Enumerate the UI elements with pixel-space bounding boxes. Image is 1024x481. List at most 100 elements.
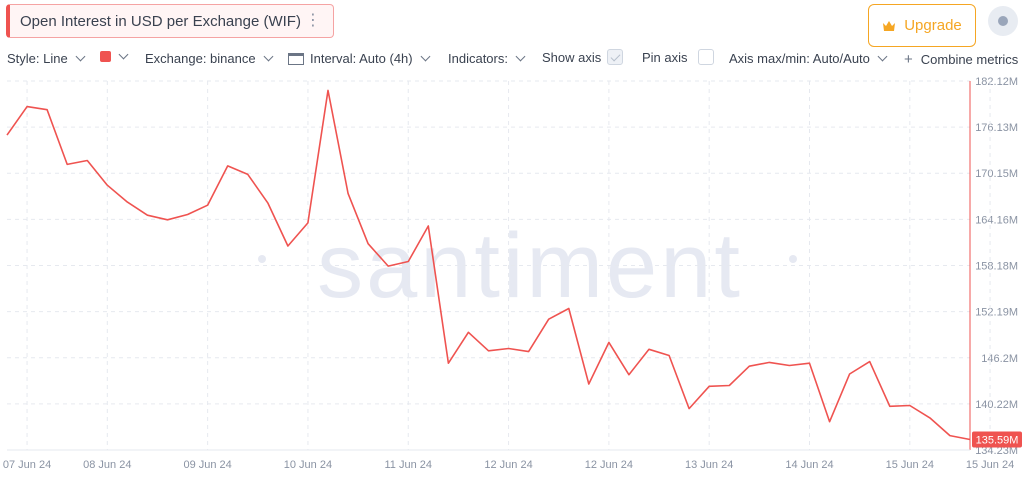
data-point bbox=[306, 221, 309, 224]
data-point bbox=[487, 349, 490, 352]
data-point bbox=[86, 159, 89, 162]
chevron-down-icon bbox=[515, 51, 526, 62]
data-point bbox=[427, 225, 430, 228]
axis-range-label: Axis max/min: Auto/Auto bbox=[729, 51, 870, 66]
y-tick-label: 146.2M bbox=[981, 353, 1018, 365]
plus-icon: + bbox=[904, 51, 913, 68]
data-point bbox=[748, 365, 751, 368]
data-point bbox=[708, 385, 711, 388]
data-point bbox=[246, 173, 249, 176]
y-tick-label: 158.18M bbox=[975, 260, 1018, 272]
line-color-swatch bbox=[100, 51, 111, 62]
show-axis-checkbox[interactable] bbox=[607, 49, 624, 65]
circle-dot-icon bbox=[998, 16, 1008, 26]
exchange-dropdown[interactable]: Exchange: binance bbox=[145, 51, 274, 66]
data-point bbox=[166, 218, 169, 221]
series-line bbox=[6, 89, 971, 441]
data-point bbox=[46, 108, 49, 111]
upgrade-button[interactable]: Upgrade bbox=[868, 4, 976, 47]
interval-dropdown[interactable]: Interval: Auto (4h) bbox=[288, 51, 431, 66]
y-tick-label: 182.12M bbox=[975, 76, 1018, 88]
line-chart[interactable]: santiment 182.12M 176.13M 170.15M 164.16M 158… bbox=[0, 72, 1024, 481]
chevron-down-icon bbox=[75, 51, 86, 62]
data-point bbox=[527, 350, 530, 353]
y-tick-label: 164.16M bbox=[975, 214, 1018, 226]
data-point bbox=[126, 201, 129, 204]
data-point bbox=[146, 214, 149, 217]
interval-label: Interval: Auto (4h) bbox=[310, 51, 413, 66]
x-tick-label: 11 Jun 24 bbox=[384, 459, 432, 471]
chart-toolbar: Style: Line Exchange: binance Interval: … bbox=[0, 48, 1024, 70]
data-point bbox=[888, 405, 891, 408]
x-tick-label: 13 Jun 24 bbox=[685, 459, 733, 471]
data-point bbox=[266, 201, 269, 204]
y-tick-label: 176.13M bbox=[975, 122, 1018, 134]
x-tick-label: 15 Jun 24 bbox=[966, 459, 1014, 471]
data-point bbox=[928, 416, 931, 419]
chevron-down-icon bbox=[877, 51, 888, 62]
data-point bbox=[507, 347, 510, 350]
calendar-icon bbox=[288, 52, 304, 65]
data-point bbox=[347, 192, 350, 195]
data-point bbox=[66, 163, 69, 166]
y-tick-label: 140.22M bbox=[975, 399, 1018, 411]
y-tick-label: 134.23M bbox=[975, 445, 1018, 457]
upgrade-label: Upgrade bbox=[904, 17, 962, 34]
data-point bbox=[848, 372, 851, 375]
data-point bbox=[186, 213, 189, 216]
data-point bbox=[587, 382, 590, 385]
y-tick-label: 152.19M bbox=[975, 307, 1018, 319]
data-point bbox=[969, 438, 972, 441]
watermark: santiment bbox=[317, 215, 743, 317]
pin-axis-checkbox[interactable] bbox=[697, 49, 714, 65]
last-value-badge bbox=[972, 431, 1022, 448]
chevron-down-icon bbox=[420, 51, 431, 62]
data-point bbox=[447, 362, 450, 365]
last-value-label: 135.59M bbox=[976, 435, 1019, 447]
crown-icon bbox=[883, 20, 896, 31]
pin-axis-label: Pin axis bbox=[642, 49, 688, 65]
data-point bbox=[828, 420, 831, 423]
data-point bbox=[467, 331, 470, 334]
indicators-dropdown[interactable]: Indicators: bbox=[448, 51, 526, 66]
data-point bbox=[668, 354, 671, 357]
data-point bbox=[286, 245, 289, 248]
style-dropdown[interactable]: Style: Line bbox=[7, 51, 86, 66]
data-point bbox=[567, 307, 570, 310]
x-tick-label: 14 Jun 24 bbox=[785, 459, 833, 471]
combine-metrics-button[interactable]: + Combine metrics bbox=[904, 51, 1018, 68]
data-point bbox=[607, 341, 610, 344]
chart-area[interactable]: santiment 182.12M 176.13M 170.15M 164.16M 158… bbox=[0, 72, 1024, 481]
data-point bbox=[688, 407, 691, 410]
data-point bbox=[547, 318, 550, 321]
color-picker[interactable] bbox=[100, 49, 129, 62]
data-point bbox=[26, 105, 29, 108]
y-tick-label: 170.15M bbox=[975, 168, 1018, 180]
data-point bbox=[788, 364, 791, 367]
chevron-down-icon bbox=[263, 51, 274, 62]
x-tick-label: 15 Jun 24 bbox=[886, 459, 934, 471]
combine-metrics-label: Combine metrics bbox=[920, 52, 1019, 67]
data-point bbox=[206, 204, 209, 207]
data-point bbox=[327, 89, 330, 92]
axis-range-dropdown[interactable]: Axis max/min: Auto/Auto bbox=[729, 51, 888, 66]
kebab-menu-icon[interactable]: ⋮ bbox=[305, 12, 321, 29]
show-axis-label: Show axis bbox=[542, 49, 602, 65]
x-tick-label: 09 Jun 24 bbox=[183, 459, 231, 471]
chart-title-box[interactable]: Open Interest in USD per Exchange (WIF) … bbox=[6, 4, 334, 38]
data-point bbox=[808, 362, 811, 365]
x-tick-label: 12 Jun 24 bbox=[484, 459, 532, 471]
data-point bbox=[728, 384, 731, 387]
x-tick-label: 07 Jun 24 bbox=[3, 459, 51, 471]
data-point bbox=[6, 134, 9, 137]
data-point bbox=[768, 361, 771, 364]
pin-axis-toggle[interactable]: Pin axis bbox=[642, 49, 714, 65]
data-point bbox=[627, 373, 630, 376]
indicators-label: Indicators: bbox=[448, 51, 508, 66]
data-point bbox=[868, 360, 871, 363]
exchange-label: Exchange: binance bbox=[145, 51, 256, 66]
account-button[interactable] bbox=[988, 6, 1018, 36]
watermark-dot-right bbox=[789, 255, 797, 263]
x-tick-label: 10 Jun 24 bbox=[284, 459, 332, 471]
show-axis-toggle[interactable]: Show axis bbox=[542, 49, 624, 65]
